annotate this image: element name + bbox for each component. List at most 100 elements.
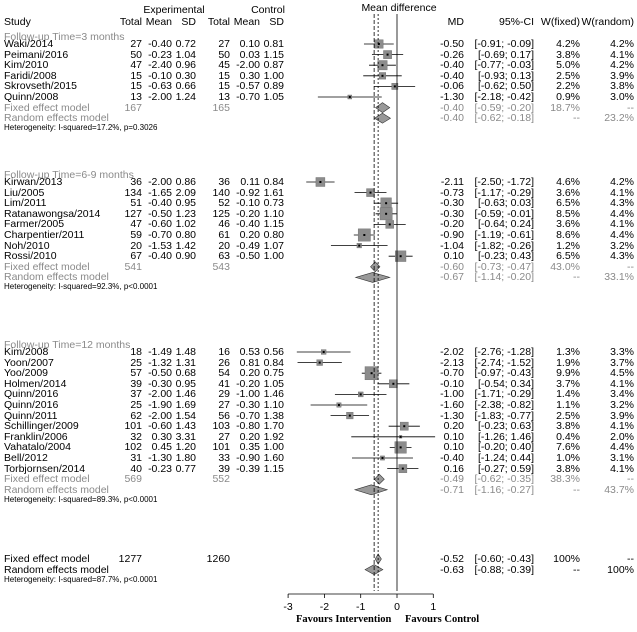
- ctl-mean: -0.49: [236, 239, 260, 252]
- ctl-mean: -0.39: [236, 462, 260, 475]
- point-estimate: [358, 244, 361, 247]
- ctl-mean: -0.90: [236, 452, 260, 464]
- ctl-mean: 0.20: [239, 229, 260, 241]
- exp-mean: -0.60: [148, 420, 172, 433]
- w-fixed-value: 100%: [553, 553, 580, 565]
- ctl-mean: 0.11: [240, 176, 260, 188]
- ctl-total: 15: [218, 69, 230, 82]
- w-fixed-value: --: [573, 271, 580, 284]
- subgroup-label: Follow-up Time=12 months: [4, 339, 131, 351]
- ci-value: [-0.63; 0.03]: [477, 197, 534, 210]
- w-fixed-value: 4.6%: [556, 176, 580, 188]
- ctl-mean: -0.70: [236, 409, 260, 422]
- ctl-mean: 0.20: [239, 367, 260, 380]
- md-value: 0.10: [443, 441, 464, 454]
- w-random-value: 4.2%: [610, 38, 634, 50]
- exp-mean: -0.40: [148, 197, 172, 210]
- ctl-mean: -0.20: [236, 207, 260, 220]
- ctl-total: 36: [218, 176, 230, 188]
- w-fixed-value: 0.9%: [556, 91, 580, 103]
- w-fixed-value: 1.4%: [556, 388, 580, 401]
- study-name: Waki/2014: [4, 38, 54, 50]
- md-value: -0.52: [440, 553, 464, 565]
- w-random-value: 4.1%: [610, 462, 634, 475]
- fixed-effect-diamond: [375, 102, 391, 113]
- study-name: Quinn/2008: [4, 91, 59, 103]
- exp-total: 134: [124, 186, 142, 199]
- exp-mean: -0.30: [148, 377, 172, 390]
- point-estimate: [385, 212, 388, 215]
- exp-mean: -1.65: [148, 186, 172, 199]
- exp-total-header: Total: [119, 16, 142, 28]
- ctl-total: 39: [218, 462, 230, 475]
- ctl-total: 552: [212, 473, 230, 486]
- ctl-mean: -0.92: [236, 186, 260, 199]
- w-fixed-value: 0.4%: [556, 430, 580, 443]
- x-tick-label: -2: [320, 601, 329, 613]
- exp-sd: 1.80: [175, 452, 196, 464]
- ctl-total: 27: [218, 399, 230, 411]
- study-name: Faridi/2008: [4, 69, 57, 82]
- w-fixed-value: 3.7%: [556, 377, 580, 390]
- ci-value: [-0.62; 0.50]: [477, 80, 534, 93]
- exp-sd: 0.77: [175, 462, 196, 475]
- md-value: -0.40: [440, 452, 464, 464]
- exp-mean: -2.00: [148, 91, 172, 103]
- exp-sd: 1.69: [175, 399, 196, 411]
- study-name: Liu/2005: [4, 186, 45, 199]
- ci-value: [-1.71; -0.29]: [474, 388, 534, 401]
- md-value: -1.30: [440, 409, 464, 422]
- ctl-mean: 0.10: [239, 38, 260, 50]
- random-effects-label: Random effects model: [4, 271, 109, 284]
- exp-sd: 0.68: [175, 367, 196, 380]
- ci-value: [-0.60; -0.43]: [474, 553, 534, 565]
- exp-total: 25: [130, 356, 142, 369]
- ci-value: [-0.27; 0.59]: [477, 462, 534, 475]
- heterogeneity-text: Heterogeneity: I-squared=17.2%, p=0.3026: [4, 123, 158, 133]
- exp-total: 57: [130, 367, 142, 380]
- md-value: -1.00: [440, 388, 464, 401]
- w-fixed-value: 3.8%: [556, 462, 580, 475]
- study-name: Torbjornsen/2014: [4, 462, 86, 475]
- w-random-value: 3.0%: [610, 91, 634, 103]
- w-random-value: 4.3%: [610, 250, 634, 263]
- ctl-total: 165: [212, 101, 230, 114]
- ctl-sd: 1.15: [263, 218, 284, 231]
- ctl-sd: 1.00: [263, 250, 284, 263]
- random-effects-diamond: [353, 484, 389, 496]
- subgroup-label: Follow-up Time=6-9 months: [4, 169, 134, 181]
- exp-sd: 1.31: [175, 356, 196, 369]
- exp-mean: -0.70: [148, 229, 172, 241]
- point-estimate: [392, 382, 395, 385]
- exp-total: 51: [130, 197, 142, 210]
- exp-sd: 1.43: [175, 420, 196, 433]
- study-name: Vahatalo/2004: [4, 441, 71, 454]
- col-study-header: Study: [4, 16, 31, 28]
- exp-mean: -0.23: [148, 462, 172, 475]
- ci-value: [-1.26; 1.46]: [477, 430, 534, 443]
- ctl-mean: 0.81: [239, 356, 260, 369]
- ctl-sd: 1.61: [263, 186, 284, 199]
- ctl-total: 1260: [206, 553, 230, 565]
- exp-mean: -1.32: [148, 356, 172, 369]
- w-random-value: 100%: [607, 563, 634, 576]
- w-random-value: 3.4%: [610, 388, 634, 401]
- random-effects-label: Random effects model: [4, 112, 109, 125]
- ctl-total: 29: [218, 388, 230, 401]
- x-tick-label: 1: [430, 601, 436, 613]
- favours-intervention-label: Favours Intervention: [296, 614, 392, 625]
- w-fixed-value: 5.0%: [556, 59, 580, 72]
- exp-sd: 0.90: [175, 250, 196, 263]
- exp-total: 20: [130, 239, 142, 252]
- point-estimate: [393, 85, 396, 88]
- ci-value: [-2.76; -1.28]: [474, 346, 534, 358]
- exp-total: 25: [130, 399, 142, 411]
- w-random-value: 3.2%: [610, 239, 634, 252]
- ci-value: [-1.24; 0.44]: [477, 452, 534, 464]
- w-random-value: 4.2%: [610, 176, 634, 188]
- study-name: Lim/2011: [4, 197, 47, 210]
- ctl-sd: 1.70: [263, 420, 284, 433]
- md-value: 0.10: [443, 430, 464, 443]
